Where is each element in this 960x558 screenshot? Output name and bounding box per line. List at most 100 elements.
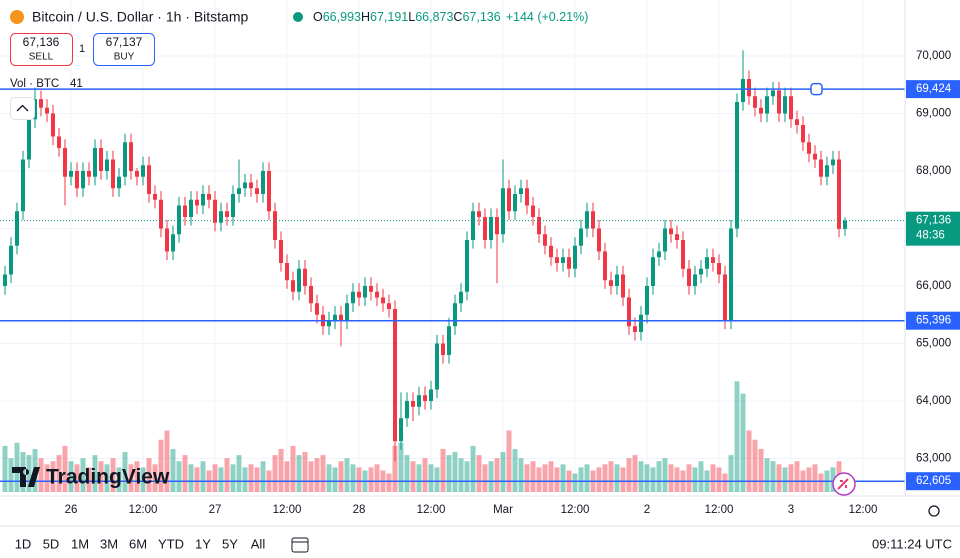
candle-body (627, 297, 631, 327)
volume-bar (572, 473, 578, 492)
candle-body (231, 193, 235, 217)
level-badge (906, 311, 960, 330)
ohlc-label: O (313, 10, 323, 24)
candle-body (39, 99, 43, 108)
volume-bar (722, 473, 728, 492)
volume-bar (236, 455, 242, 492)
candle-body (555, 257, 559, 263)
candle-body (159, 199, 163, 229)
candle-body (105, 159, 109, 171)
range-button[interactable]: 1M (71, 536, 89, 551)
volume-bar (146, 458, 152, 492)
range-button[interactable]: 1D (15, 536, 32, 551)
sell-button[interactable] (10, 33, 73, 66)
range-button[interactable]: 1Y (195, 536, 211, 551)
volume-bar (614, 464, 620, 492)
volume-bar (608, 461, 614, 492)
time-tick-label: 28 (353, 504, 366, 516)
volume-bar (584, 464, 590, 492)
collapse-button[interactable] (10, 97, 35, 120)
level-badge (906, 472, 960, 491)
candle-body (525, 188, 529, 206)
volume-bar (218, 467, 224, 492)
volume-bar (188, 464, 194, 492)
volume-bar (308, 461, 314, 492)
level-handle[interactable] (810, 82, 823, 96)
range-button[interactable]: All (251, 536, 266, 551)
candle-body (87, 170, 91, 177)
candle-body (759, 107, 763, 114)
buy-button[interactable] (93, 33, 155, 66)
candle-body (513, 193, 517, 212)
candle-body (783, 96, 787, 114)
volume-bar (224, 458, 230, 492)
volume-bar (320, 455, 326, 492)
volume-bar (422, 458, 428, 492)
candle-body (501, 188, 505, 235)
candle-body (831, 159, 835, 166)
candle-body (9, 245, 13, 275)
sell-price: 67,136 (23, 35, 60, 49)
price-tick-label: 68,000 (916, 165, 951, 177)
change: +144 (+0.21%) (506, 10, 589, 24)
candle-body (153, 193, 157, 200)
volume-bar (122, 452, 128, 492)
bitcoin-icon (10, 10, 24, 24)
candle-body (201, 193, 205, 206)
volume-bar (314, 458, 320, 492)
candle-body (681, 239, 685, 269)
candle-body (495, 216, 499, 235)
candle-body (333, 314, 337, 321)
range-button[interactable]: 6M (129, 536, 147, 551)
candle-body (747, 79, 751, 97)
price-tick-label: 65,000 (916, 338, 951, 350)
volume-bar (698, 461, 704, 492)
candle-body (303, 268, 307, 286)
volume-bar (284, 461, 290, 492)
candle-body (339, 314, 343, 321)
volume-bar (812, 464, 818, 492)
candle-body (327, 320, 331, 327)
volume-bar (752, 439, 758, 492)
volume-bar (104, 464, 110, 492)
volume-bar (242, 467, 248, 492)
candle-body (75, 170, 79, 189)
volume-bar (632, 455, 638, 492)
price-tick-label: 64,000 (916, 395, 951, 407)
candle-body (705, 257, 709, 269)
range-button[interactable]: 3M (100, 536, 118, 551)
volume-bar (668, 464, 674, 492)
volume-bar (488, 461, 494, 492)
candle-body (597, 228, 601, 252)
volume-bar (710, 464, 716, 492)
candle-body (813, 153, 817, 160)
candle-body (453, 303, 457, 327)
candle-body (765, 96, 769, 114)
volume-bar (740, 393, 746, 492)
ohlc-value: 66,873 (415, 10, 453, 24)
candle-body (291, 280, 295, 292)
time-tick-label: 12:00 (129, 504, 158, 516)
candle-body (621, 274, 625, 298)
volume-bar (2, 445, 8, 492)
volume-bar (152, 464, 158, 492)
range-button[interactable]: 5Y (222, 536, 238, 551)
time-tick-label: 3 (788, 504, 794, 516)
settings-button[interactable] (928, 505, 940, 517)
volume-bar (692, 467, 698, 492)
volume-bar (728, 455, 734, 492)
candle-body (183, 205, 187, 217)
volume-bar (530, 461, 536, 492)
volume-bar (176, 461, 182, 492)
date-range-button[interactable] (291, 537, 309, 553)
volume-bar (230, 464, 236, 492)
quantity[interactable]: 1 (79, 43, 85, 55)
candle-body (81, 170, 85, 189)
volume-bar (326, 464, 332, 492)
candle-body (663, 228, 667, 252)
range-button[interactable]: 5D (43, 536, 60, 551)
range-button[interactable]: YTD (158, 536, 184, 551)
candle-body (429, 389, 433, 401)
volume-bar (278, 448, 284, 492)
candle-body (267, 170, 271, 212)
